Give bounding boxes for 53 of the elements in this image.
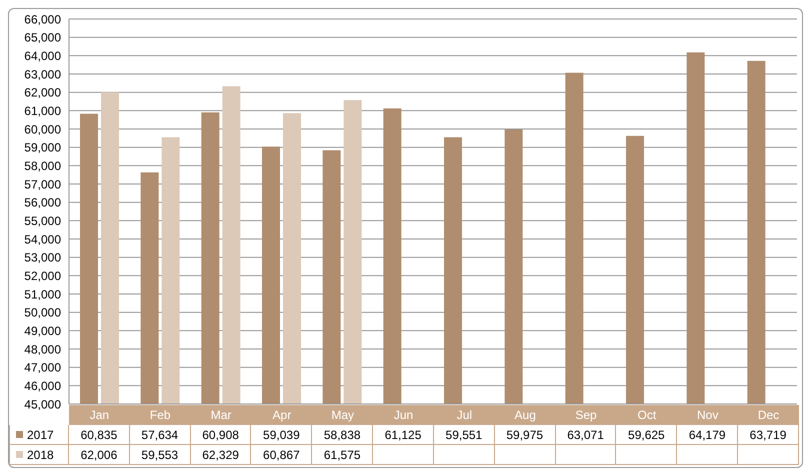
- y-tick-label: 51,000: [24, 287, 62, 302]
- x-tick-label: Aug: [494, 405, 556, 425]
- y-tick-label: 60,000: [24, 122, 62, 136]
- y-tick-label: 52,000: [24, 268, 62, 283]
- y-tick-label: 50,000: [24, 306, 62, 320]
- x-tick-label: Apr: [251, 405, 312, 425]
- data-label: 60,908: [190, 425, 252, 445]
- data-label: 59,553: [130, 445, 191, 465]
- y-tick-label: 63,000: [24, 67, 62, 82]
- x-tick-label: Nov: [677, 405, 738, 425]
- y-tick-label: 53,000: [24, 250, 62, 265]
- legend-label: 2018: [27, 448, 54, 462]
- data-label: 60,835: [69, 425, 130, 445]
- x-tick-label: Jul: [434, 405, 495, 425]
- data-label: 59,625: [616, 425, 678, 445]
- data-label: 59,551: [434, 425, 495, 445]
- data-label: 59,975: [494, 425, 556, 445]
- data-label: 62,006: [69, 445, 130, 465]
- x-tick-label: Dec: [738, 405, 799, 425]
- legend-label: 2017: [27, 428, 54, 442]
- data-label: 60,867: [251, 445, 312, 465]
- data-label: 57,634: [130, 425, 191, 445]
- y-tick-label: 54,000: [24, 232, 62, 246]
- x-tick-label: Feb: [130, 405, 191, 425]
- y-tick-label: 49,000: [24, 324, 62, 338]
- data-label: 58,838: [312, 425, 374, 445]
- x-tick-label: Oct: [616, 405, 678, 425]
- x-tick-label: May: [312, 405, 374, 425]
- y-tick-label: 56,000: [24, 196, 62, 210]
- y-tick-label: 55,000: [24, 214, 62, 228]
- data-label: 59,039: [251, 425, 312, 445]
- data-label: 61,575: [312, 445, 374, 465]
- y-tick-label: 57,000: [24, 177, 62, 192]
- data-label: 63,071: [556, 425, 616, 445]
- y-tick-label: 65,000: [24, 30, 62, 45]
- y-tick-label: 46,000: [24, 378, 62, 393]
- y-tick-label: 48,000: [24, 342, 62, 356]
- data-label: 62,329: [190, 445, 252, 465]
- x-tick-label: Jan: [69, 405, 130, 425]
- y-tick-label: 61,000: [24, 104, 62, 118]
- x-tick-label: Mar: [190, 405, 252, 425]
- x-tick-label: Sep: [556, 405, 616, 425]
- x-tick-label: Jun: [373, 405, 434, 425]
- data-label: 64,179: [677, 425, 738, 445]
- data-label: 63,719: [738, 425, 799, 445]
- data-label: 61,125: [373, 425, 434, 445]
- y-tick-label: 45,000: [24, 397, 62, 412]
- y-tick-label: 47,000: [24, 360, 62, 375]
- y-tick-label: 62,000: [24, 86, 62, 100]
- y-tick-label: 64,000: [24, 48, 62, 63]
- y-tick-label: 66,000: [24, 12, 62, 26]
- y-tick-label: 58,000: [24, 158, 62, 173]
- y-tick-label: 59,000: [24, 140, 62, 155]
